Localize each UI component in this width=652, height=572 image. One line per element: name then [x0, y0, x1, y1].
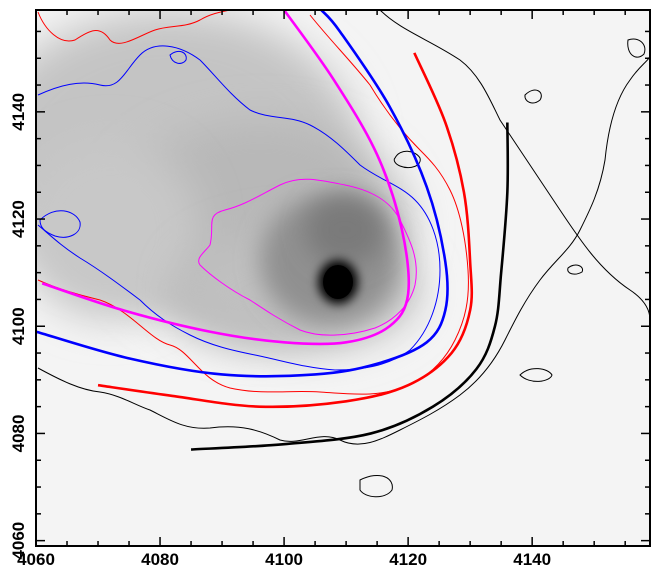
x-tick-label: 4140	[513, 550, 551, 569]
x-tick-label: 4120	[389, 550, 427, 569]
y-tick-label: 4100	[9, 307, 28, 345]
intensity-image	[0, 10, 650, 546]
y-tick-label: 4080	[9, 415, 28, 453]
x-tick-label: 4080	[141, 550, 179, 569]
y-tick-label: 4120	[9, 200, 28, 238]
y-tick-label: 4060	[9, 522, 28, 560]
y-tick-label: 4140	[9, 93, 28, 131]
x-tick-label: 4100	[265, 550, 303, 569]
